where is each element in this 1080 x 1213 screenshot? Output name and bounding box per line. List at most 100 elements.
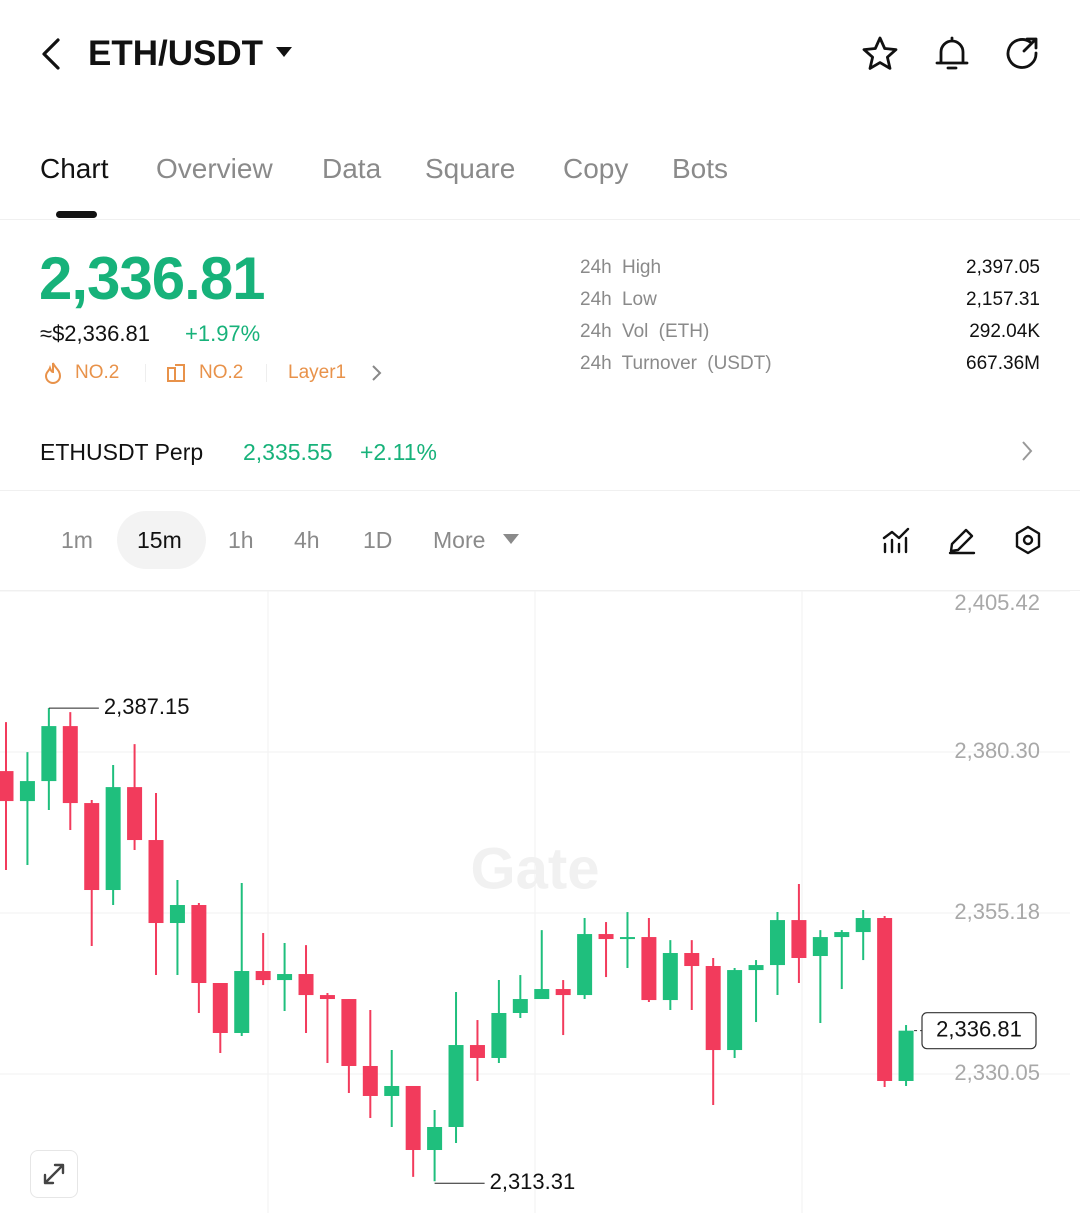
candle-body xyxy=(127,787,143,841)
badge[interactable]: NO.2 xyxy=(75,362,120,383)
divider xyxy=(0,490,1080,491)
stat-value: 292.04K xyxy=(969,321,1040,342)
interval[interactable]: 1m xyxy=(61,527,93,553)
divider xyxy=(0,219,1080,220)
candle-body xyxy=(662,953,678,1001)
more-caret[interactable] xyxy=(502,533,520,545)
candle-body xyxy=(191,905,207,984)
perp-name[interactable]: ETHUSDT Perp xyxy=(40,439,204,465)
interval[interactable]: 1D xyxy=(363,527,393,553)
candle-body xyxy=(555,989,571,996)
y-tick-label: 2,405.42 xyxy=(954,590,1040,615)
perp-price: 2,335.55 xyxy=(243,439,333,465)
favorite-icon[interactable] xyxy=(860,34,900,74)
tab[interactable]: Bots xyxy=(672,153,729,184)
market-icon xyxy=(167,364,185,382)
stat-label: 24h Turnover (USDT) xyxy=(580,353,772,374)
candle-body xyxy=(469,1045,485,1058)
last-price-label: 2,336.81 xyxy=(936,1016,1022,1041)
separator xyxy=(266,364,267,382)
stat-label: 24h Low xyxy=(580,289,657,310)
chevron[interactable] xyxy=(370,363,384,383)
candle-body xyxy=(41,726,57,782)
candle-body xyxy=(812,937,828,957)
indicator-icon[interactable] xyxy=(880,524,912,556)
candle-body xyxy=(405,1085,421,1151)
stat-value: 2,157.31 xyxy=(966,289,1040,310)
last-price-box xyxy=(921,1012,1037,1050)
candle-body xyxy=(19,781,35,802)
candle-body xyxy=(255,971,271,981)
separator xyxy=(145,364,146,382)
stat-label: 24h High xyxy=(580,257,662,278)
tab[interactable]: Chart xyxy=(40,153,109,184)
candle-body xyxy=(448,1045,464,1127)
settings-icon[interactable] xyxy=(1012,524,1044,556)
interval[interactable]: 15m xyxy=(137,527,182,553)
tab[interactable]: Copy xyxy=(563,153,629,184)
divider xyxy=(0,590,1080,591)
interval-selected-bg xyxy=(117,511,206,569)
candle-body xyxy=(577,934,593,996)
stat-value: 2,397.05 xyxy=(966,257,1040,278)
tab[interactable]: Data xyxy=(322,153,382,184)
candle-body xyxy=(234,971,250,1033)
tab[interactable]: Square xyxy=(425,153,516,184)
tab-indicator xyxy=(56,211,97,218)
y-tick-label: 2,330.05 xyxy=(954,1060,1040,1085)
candle-body xyxy=(598,934,614,940)
candle-body xyxy=(727,970,743,1051)
candle-body xyxy=(341,999,357,1066)
fullscreen-button[interactable] xyxy=(30,1150,78,1198)
candle-body xyxy=(105,787,121,891)
candle-body xyxy=(769,920,785,966)
candle-body xyxy=(512,999,528,1013)
candle-body xyxy=(362,1065,378,1096)
tab[interactable]: Overview xyxy=(156,153,273,184)
badge[interactable]: Layer1 xyxy=(288,362,347,383)
candle-body xyxy=(898,1030,914,1081)
candle-body xyxy=(877,918,893,1081)
candle-body xyxy=(298,974,314,996)
candle-body xyxy=(384,1085,400,1096)
y-tick-label: 2,355.18 xyxy=(954,899,1040,924)
alert-icon[interactable] xyxy=(932,34,972,74)
candle-body xyxy=(834,932,850,938)
chevron[interactable] xyxy=(1019,439,1035,463)
candle-body xyxy=(427,1126,443,1151)
last-price: 2,336.81 xyxy=(39,245,266,312)
candle-body xyxy=(641,937,657,1001)
candle-body xyxy=(491,1012,507,1058)
candle-body xyxy=(705,966,721,1051)
hot-icon xyxy=(44,362,62,384)
draw-icon[interactable] xyxy=(946,524,978,556)
stat-value: 667.36M xyxy=(966,353,1040,374)
stat-label: 24h Vol (ETH) xyxy=(580,321,710,342)
back-button[interactable] xyxy=(38,36,66,72)
candle-body xyxy=(277,974,293,981)
candle-body xyxy=(534,989,550,1000)
share-icon[interactable] xyxy=(1003,34,1043,74)
candle-body xyxy=(684,953,700,967)
candle-body xyxy=(319,995,335,1000)
interval[interactable]: 4h xyxy=(294,527,320,553)
candle-body xyxy=(62,726,78,804)
usd-price: ≈$2,336.81 xyxy=(40,321,150,346)
watermark: Gate xyxy=(471,836,600,901)
badge[interactable]: NO.2 xyxy=(199,362,244,383)
candle-body xyxy=(84,803,100,891)
candle-body xyxy=(0,771,14,802)
interval[interactable]: More xyxy=(433,527,486,553)
high-label: 2,387.15 xyxy=(104,694,190,719)
candle-body xyxy=(619,937,635,940)
interval[interactable]: 1h xyxy=(228,527,254,553)
candle-body xyxy=(169,905,185,924)
candle-body xyxy=(748,965,764,971)
candle-body xyxy=(212,983,228,1033)
candle-body xyxy=(855,918,871,933)
pair-caret[interactable] xyxy=(275,46,293,58)
y-tick-label: 2,380.30 xyxy=(954,738,1040,763)
pair-title[interactable]: ETH/USDT xyxy=(88,34,263,73)
